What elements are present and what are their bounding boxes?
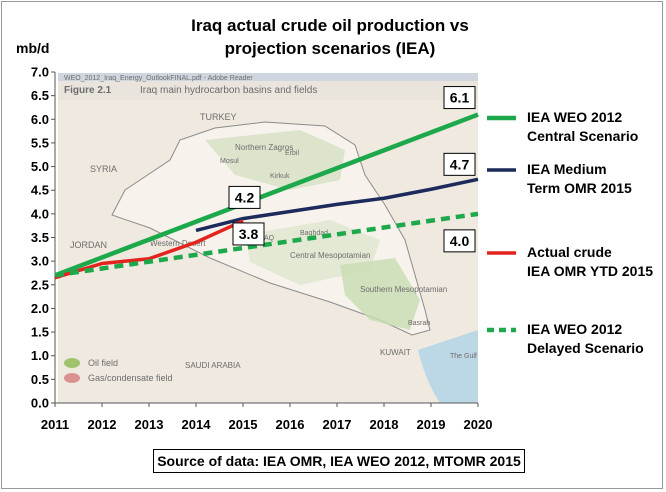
gas-field-legend-icon [64, 373, 80, 383]
chart-axes: 0.0 0.5 1.0 1.5 2.0 2.5 3.0 3.5 4.0 4.5 5.0 5.5 6.0 6… [31, 65, 493, 433]
chart-series [54, 112, 479, 280]
map-place-erbil: Erbil [285, 150, 299, 157]
southern-mesopotamian-basin [340, 258, 420, 330]
x-tick-label: 2013 [135, 417, 164, 432]
series-line-2 [195, 177, 479, 233]
x-tick-label: 2015 [229, 417, 258, 432]
map-place-western-desert: Western Desert [150, 239, 206, 248]
legend-label-1: IEA WEO 2012 [527, 109, 622, 125]
legend-label-4: IEA WEO 2012 [527, 321, 622, 337]
chart-data-labels: 6.1 4.7 4.2 3.8 4.0 [228, 86, 476, 253]
y-tick-label: 4.5 [31, 183, 49, 198]
y-tick-label: 2.0 [31, 301, 49, 316]
x-tick-label: 2020 [464, 417, 493, 432]
pdf-window-titlebar [58, 73, 478, 81]
x-tick-label: 2012 [88, 417, 117, 432]
series-line-1 [54, 112, 479, 278]
map-place-mosul: Mosul [220, 158, 239, 165]
x-tick-label: 2011 [41, 417, 69, 432]
y-tick-label: 1.0 [31, 348, 49, 363]
series-line-3 [54, 219, 244, 280]
x-tick-label: 2019 [417, 417, 446, 432]
y-tick-label: 3.5 [31, 230, 49, 245]
data-label: 3.8 [239, 226, 259, 242]
data-label: 6.1 [450, 90, 470, 106]
figure-caption: Iraq main hydrocarbon basins and fields [140, 85, 317, 96]
x-tick-label: 2016 [276, 417, 305, 432]
map-place-kuwait: KUWAIT [380, 348, 411, 357]
chart-legend: IEA WEO 2012 Central Scenario IEA Medium Te… [487, 109, 653, 356]
figure-label: Figure 2.1 [64, 85, 112, 96]
background-map-image: WEO_2012_Iraq_Energy_OutlookFINAL.pdf - … [58, 73, 478, 403]
data-label-box [228, 185, 261, 209]
source-note: Source of data: IEA OMR, IEA WEO 2012, M… [153, 449, 525, 473]
map-place-the-gulf: The Gulf [450, 353, 477, 360]
map-place-turkey: TURKEY [200, 112, 237, 122]
y-tick-label: 6.0 [31, 112, 49, 127]
y-tick-label: 5.0 [31, 159, 49, 174]
map-place-basrah: Basrah [408, 320, 430, 327]
x-tick-label: 2018 [370, 417, 399, 432]
oil-field-legend-icon [64, 358, 80, 368]
map-place-syria: SYRIA [90, 164, 117, 174]
legend-label-1-line2: Central Scenario [527, 128, 638, 144]
legend-label-3-line2: IEA OMR YTD 2015 [527, 263, 653, 279]
series-line-4 [54, 211, 479, 278]
gas-field-legend-label: Gas/condensate field [88, 373, 173, 383]
data-label: 4.0 [450, 233, 470, 249]
pdf-window-title: WEO_2012_Iraq_Energy_OutlookFINAL.pdf - … [64, 75, 253, 82]
legend-label-4-line2: Delayed Scenario [527, 340, 644, 356]
oil-field-legend-label: Oil field [88, 358, 118, 368]
legend-label-2-line2: Term OMR 2015 [527, 180, 632, 196]
legend-label-2: IEA Medium [527, 161, 607, 177]
map-place-kirkuk: Kirkuk [270, 173, 290, 180]
y-tick-label: 3.0 [31, 254, 49, 269]
map-place-central-mesopotamian: Central Mesopotamian [290, 251, 370, 260]
map-place-saudi-arabia: SAUDI ARABIA [185, 361, 241, 370]
chart-title: Iraq actual crude oil production vs proj… [191, 16, 469, 58]
map-place-northern-zagros: Northern Zagros [235, 143, 293, 152]
y-tick-label: 5.5 [31, 135, 49, 150]
data-label-box [232, 222, 265, 246]
y-tick-label: 2.5 [31, 277, 49, 292]
data-label-box [443, 152, 476, 176]
y-tick-label: 1.5 [31, 325, 49, 340]
x-tick-label: 2017 [323, 417, 352, 432]
northern-zagros-basin [205, 130, 345, 190]
y-tick-label: 0.5 [31, 372, 49, 387]
y-axis-unit-label: mb/d [16, 40, 50, 56]
data-label-box [443, 229, 476, 253]
y-tick-label: 7.0 [31, 65, 49, 80]
x-tick-label: 2014 [182, 417, 212, 432]
map-gulf-water [418, 330, 478, 403]
map-place-iraq: IRAQ [257, 235, 275, 242]
data-label-box [443, 86, 476, 110]
map-place-baghdad: Baghdad [300, 230, 328, 237]
y-tick-label: 0.0 [31, 396, 49, 411]
map-place-southern-mesopotamian: Southern Mesopotamian [360, 285, 447, 294]
y-tick-label: 4.0 [31, 206, 49, 221]
map-place-jordan: JORDAN [70, 240, 107, 250]
data-label: 4.2 [235, 189, 255, 205]
legend-label-3: Actual crude [527, 244, 612, 260]
y-tick-label: 6.5 [31, 88, 49, 103]
data-label: 4.7 [450, 156, 470, 172]
